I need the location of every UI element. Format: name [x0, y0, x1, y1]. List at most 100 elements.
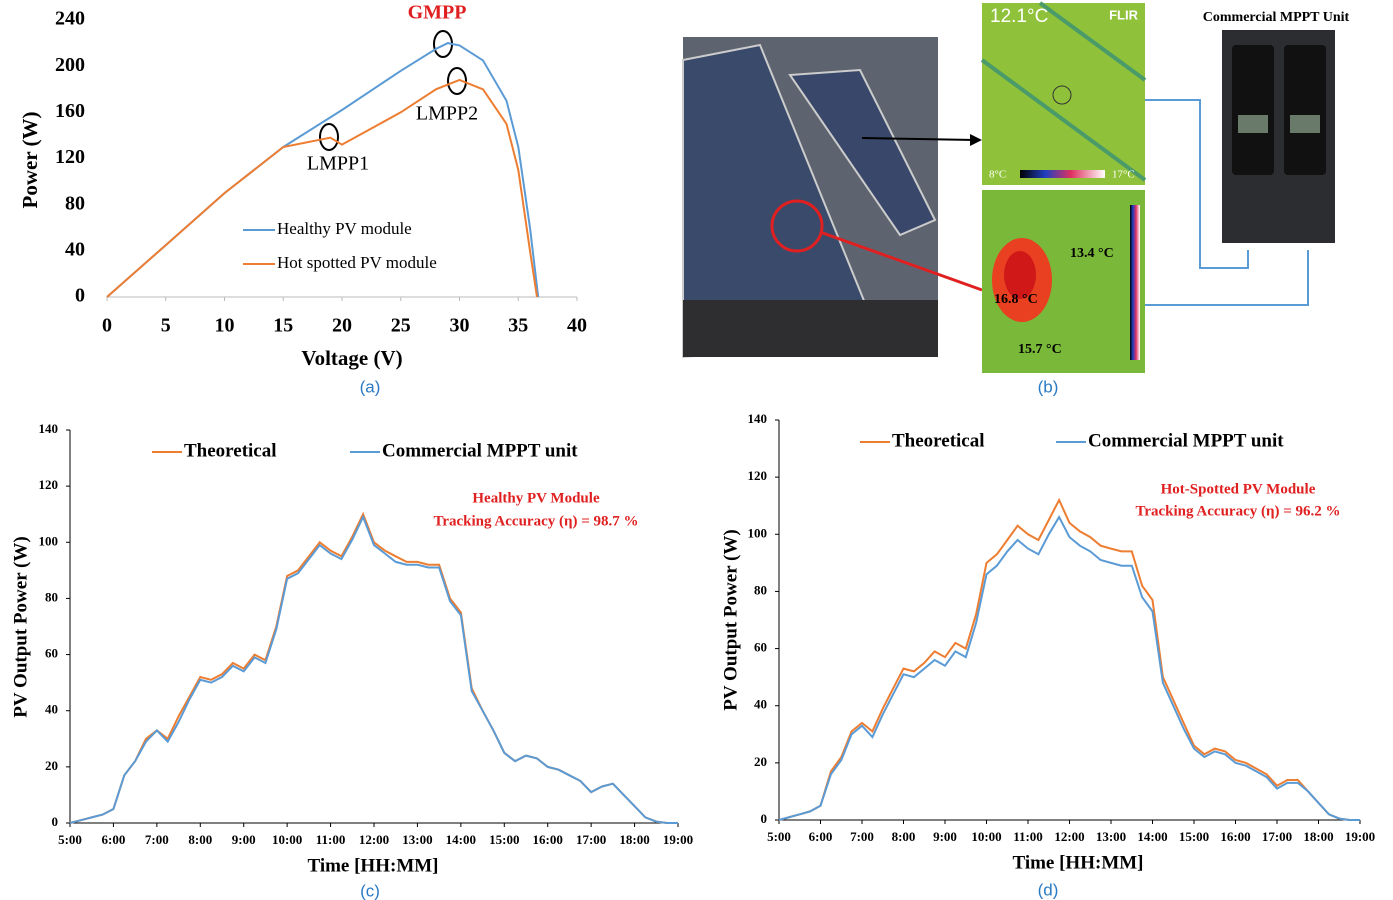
- x-tick-label: 11:00: [1013, 829, 1043, 844]
- y-tick-label: 40: [754, 697, 767, 712]
- y-tick-label: 0: [52, 814, 59, 829]
- x-tick-label: 13:00: [402, 832, 432, 847]
- hotspot: [1004, 251, 1036, 299]
- legend-label: Commercial MPPT unit: [382, 440, 578, 461]
- annotation: Hot-Spotted PV Module: [1161, 481, 1316, 497]
- x-tick-label: 7:00: [145, 832, 169, 847]
- y-tick-label: 240: [55, 8, 85, 30]
- y-tick-label: 140: [748, 411, 768, 426]
- y-tick-label: 100: [39, 533, 59, 548]
- annotation: LMPP2: [416, 103, 478, 125]
- x-tick-label: 10:00: [971, 829, 1001, 844]
- pointer: [861, 137, 976, 141]
- x-axis-label: Time [HH:MM]: [1012, 852, 1143, 873]
- annotation: Healthy PV Module: [472, 490, 600, 506]
- color-scale: [1130, 205, 1140, 360]
- crosshair: [1052, 85, 1072, 105]
- y-tick-label: 100: [748, 525, 768, 540]
- mppt-display: [1290, 115, 1320, 133]
- thermal-image: [982, 3, 1145, 185]
- y-tick-label: 40: [45, 702, 58, 717]
- scale-min: 8°C: [989, 169, 1006, 181]
- y-tick-label: 80: [45, 589, 58, 604]
- x-tick-label: 19:00: [663, 832, 693, 847]
- mpp-marker: [319, 123, 339, 151]
- x-tick-label: 8:00: [188, 832, 212, 847]
- x-tick-label: 19:00: [1345, 829, 1375, 844]
- legend-label: Hot spotted PV module: [277, 253, 437, 272]
- temp-label: 13.4 °C: [1070, 246, 1114, 261]
- y-tick-label: 40: [65, 238, 85, 260]
- y-tick-label: 200: [55, 54, 85, 76]
- x-tick-label: 5:00: [767, 829, 791, 844]
- annotation: Tracking Accuracy (η) = 96.2 %: [1135, 503, 1340, 519]
- x-tick-label: 10:00: [272, 832, 302, 847]
- y-axis-label: PV Output Power (W): [720, 529, 741, 710]
- y-tick-label: 120: [55, 146, 85, 168]
- legend-label: Theoretical: [184, 440, 277, 461]
- x-tick-label: 35: [508, 315, 528, 337]
- x-tick-label: 40: [567, 315, 587, 337]
- caption: (d): [1038, 880, 1059, 899]
- x-tick-label: 18:00: [1303, 829, 1333, 844]
- x-tick-label: 30: [450, 315, 470, 337]
- y-tick-label: 60: [754, 640, 767, 655]
- x-tick-label: 14:00: [1137, 829, 1167, 844]
- arrow-head: [970, 134, 982, 146]
- y-tick-label: 140: [39, 421, 59, 436]
- x-axis-label: Voltage (V): [301, 346, 402, 370]
- x-tick-label: 18:00: [619, 832, 649, 847]
- y-tick-label: 80: [65, 192, 85, 214]
- series-line: [69, 514, 678, 824]
- legend-label: Theoretical: [892, 430, 985, 451]
- y-tick-label: 160: [55, 100, 85, 122]
- x-tick-label: 12:00: [1054, 829, 1084, 844]
- roof: [683, 300, 938, 357]
- x-tick-label: 15: [273, 315, 293, 337]
- pointer: [819, 230, 983, 292]
- series-line: [778, 497, 1360, 821]
- caption: (c): [360, 881, 380, 900]
- y-tick-label: 60: [45, 646, 58, 661]
- series-line: [106, 78, 538, 298]
- y-tick-label: 80: [754, 582, 767, 597]
- thermal-stripe: [1038, 1, 1147, 82]
- x-tick-label: 16:00: [533, 832, 563, 847]
- y-tick-label: 120: [748, 468, 768, 483]
- x-tick-label: 17:00: [576, 832, 606, 847]
- x-tick-label: 15:00: [489, 832, 519, 847]
- x-tick-label: 15:00: [1179, 829, 1209, 844]
- legend-label: Healthy PV module: [277, 219, 412, 238]
- temp-label: 16.8 °C: [994, 292, 1038, 307]
- y-axis-label: Power (W): [18, 112, 42, 209]
- x-tick-label: 9:00: [933, 829, 957, 844]
- x-tick-label: 9:00: [232, 832, 256, 847]
- caption: (b): [1038, 377, 1059, 396]
- x-tick-label: 11:00: [316, 832, 346, 847]
- legend-label: Commercial MPPT unit: [1088, 430, 1284, 451]
- mppt-display: [1238, 115, 1268, 133]
- y-tick-label: 0: [75, 285, 85, 307]
- x-tick-label: 5:00: [58, 832, 82, 847]
- color-scale: [1020, 170, 1105, 178]
- temp-label: 15.7 °C: [1018, 342, 1062, 357]
- connector: [1145, 250, 1309, 306]
- y-tick-label: 120: [39, 477, 59, 492]
- thermal-temp: 12.1°C: [990, 6, 1048, 27]
- thermal-stripe: [980, 58, 1147, 182]
- series-line: [69, 511, 678, 824]
- y-tick-label: 20: [45, 758, 58, 773]
- x-tick-label: 7:00: [850, 829, 874, 844]
- annotation: Tracking Accuracy (η) = 98.7 %: [433, 513, 638, 529]
- x-tick-label: 0: [102, 315, 112, 337]
- x-tick-label: 13:00: [1096, 829, 1126, 844]
- x-tick-label: 25: [391, 315, 411, 337]
- x-tick-label: 20: [332, 315, 352, 337]
- x-tick-label: 14:00: [446, 832, 476, 847]
- scale-max: 17°C: [1112, 169, 1135, 181]
- photo-panel: 12.1°C FLIR 8°C 17°C 13.4 °C 16.8 °C 15.…: [682, 1, 1350, 396]
- annotation: LMPP1: [307, 153, 369, 175]
- x-tick-label: 6:00: [102, 832, 126, 847]
- annotation: GMPP: [408, 2, 467, 24]
- connector: [1145, 99, 1249, 269]
